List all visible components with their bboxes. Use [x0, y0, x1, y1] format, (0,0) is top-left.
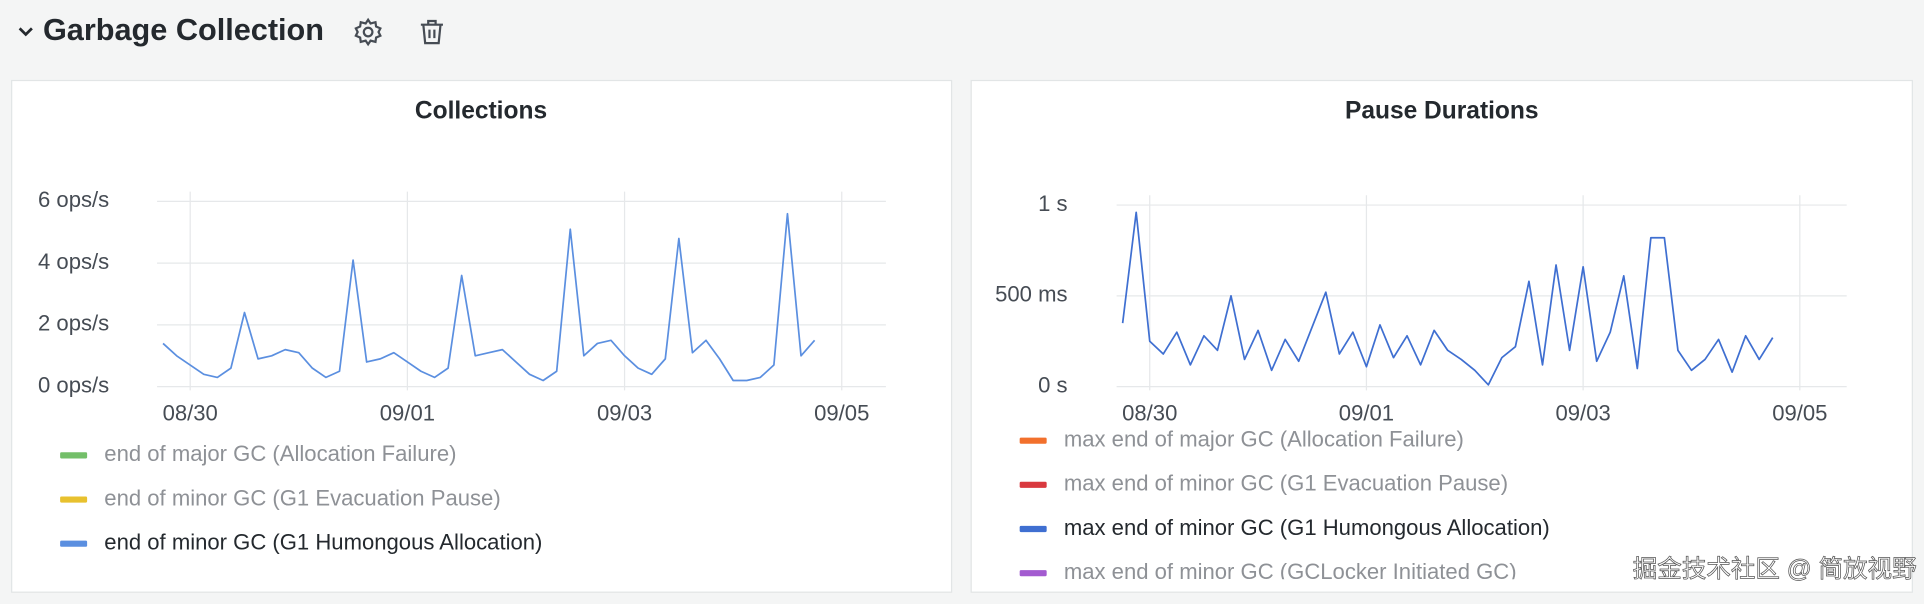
legend-label[interactable]: end of minor GC (G1 Humongous Allocation… [104, 530, 542, 555]
legend-label[interactable]: max end of minor GC (G1 Evacuation Pause… [1064, 471, 1508, 496]
legend-swatch[interactable] [1019, 525, 1047, 533]
y-tick-label: 1 s [1038, 191, 1067, 216]
legend-swatch[interactable] [60, 496, 88, 503]
y-tick-label: 4 ops/s [38, 249, 109, 274]
collapse-chevron[interactable] [18, 27, 33, 37]
x-tick-label: 09/05 [814, 401, 869, 426]
watermark: 掘金技术社区 @ 简放视野 [1633, 555, 1917, 583]
x-tick-label: 09/03 [1556, 401, 1611, 426]
series-line [1121, 211, 1774, 386]
legend-swatch[interactable] [1019, 481, 1047, 488]
x-tick-label: 09/01 [380, 401, 435, 426]
panel-title: Collections [415, 97, 547, 124]
delete-icon[interactable] [420, 19, 443, 45]
legend-swatch[interactable] [1019, 437, 1047, 444]
legend-swatch[interactable] [60, 540, 88, 547]
panel-content: Collections 0 ops/s 2 ops/s 4 ops/s 6 ops/s 0… [38, 97, 886, 555]
y-tick-label: 0 s [1038, 372, 1067, 397]
legend-swatch[interactable] [1019, 570, 1047, 577]
x-tick-label: 08/30 [163, 401, 218, 426]
legend-label[interactable]: max end of major GC (Allocation Failure) [1064, 426, 1464, 451]
panel-title: Pause Durations [1345, 97, 1539, 124]
y-tick-label: 500 ms [995, 282, 1067, 307]
y-tick-label: 2 ops/s [38, 311, 109, 336]
x-tick-label: 08/30 [1122, 401, 1177, 426]
panel [970, 79, 1913, 593]
legend-label[interactable]: max end of minor GC (G1 Humongous Alloca… [1064, 515, 1550, 540]
y-tick-label: 6 ops/s [38, 187, 109, 212]
legend-label[interactable]: end of major GC (Allocation Failure) [104, 441, 456, 466]
settings-icon[interactable] [354, 17, 382, 47]
x-tick-label: 09/05 [1772, 401, 1827, 426]
legend-label[interactable]: end of minor GC (G1 Evacuation Pause) [104, 485, 500, 510]
legend-label[interactable]: max end of minor GC (GCLocker Initiated … [1064, 559, 1517, 584]
panel [11, 79, 953, 593]
x-tick-label: 09/03 [597, 401, 652, 426]
series-line [162, 212, 816, 382]
y-tick-label: 0 ops/s [38, 372, 109, 397]
panel-content: Pause Durations 0 s 500 ms 1 s 08/30 09/01 09/… [995, 97, 1847, 584]
row-title[interactable]: Garbage Collection [43, 13, 324, 47]
x-tick-label: 09/01 [1339, 401, 1394, 426]
legend-swatch[interactable] [60, 452, 88, 459]
